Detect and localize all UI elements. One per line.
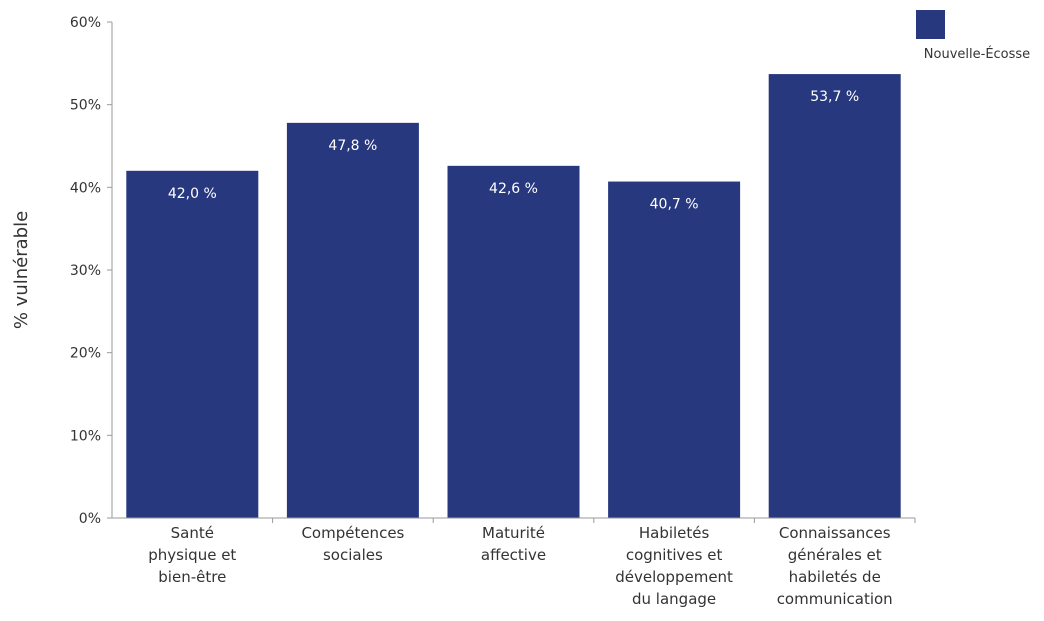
x-category-label-line: Santé	[171, 524, 214, 542]
legend-swatch	[916, 10, 945, 39]
x-category-label: Connaissances générales et habiletés de com…	[777, 524, 893, 608]
x-category-label-line: générales et	[788, 546, 882, 564]
y-tick-label: 40%	[70, 180, 101, 196]
x-category-label: Compétences sociales	[301, 524, 404, 564]
x-category-label: Santé physique et bien-être	[148, 524, 236, 586]
x-category-label-line: Connaissances	[779, 524, 891, 542]
y-tick-label: 50%	[70, 98, 101, 114]
legend: Nouvelle-Écosse	[916, 10, 1030, 62]
x-category-label-line: habiletés de	[789, 568, 881, 586]
x-category-label-line: Maturité	[482, 524, 545, 542]
x-category-label: Habiletés cognitives et développement du la…	[615, 524, 733, 608]
bar	[126, 170, 259, 519]
y-tick-label: 60%	[70, 15, 101, 31]
x-category-label-line: développement	[615, 568, 733, 586]
x-category-label-line: du langage	[632, 590, 716, 608]
y-axis-title-group: % vulnérable	[11, 211, 32, 329]
y-axis-ticks: 0% 10% 20% 30% 40% 50% 60%	[70, 15, 112, 527]
y-tick-label: 30%	[70, 263, 101, 279]
x-category-label-line: affective	[481, 546, 546, 564]
bar	[768, 74, 901, 518]
x-axis-labels: Santé physique et bien-être Compétences soci…	[148, 518, 916, 608]
x-category-label-line: cognitives et	[626, 546, 723, 564]
bar-value-label: 40,7 %	[650, 197, 699, 213]
x-category-label-line: Habiletés	[639, 524, 710, 542]
x-category-label-line: Compétences	[301, 524, 404, 542]
y-tick-label: 10%	[70, 428, 101, 444]
bar-value-label: 42,6 %	[489, 181, 538, 197]
x-category-label-line: physique et	[148, 546, 236, 564]
bar-value-label: 53,7 %	[810, 89, 859, 105]
y-tick-label: 20%	[70, 346, 101, 362]
y-tick-label: 0%	[79, 511, 101, 527]
bar	[447, 165, 580, 518]
y-axis-title: % vulnérable	[11, 211, 32, 329]
x-category-label-line: sociales	[323, 546, 383, 564]
bar-value-label: 42,0 %	[168, 186, 217, 202]
bar	[286, 122, 419, 518]
bars	[126, 74, 901, 519]
x-category-label-line: bien-être	[158, 568, 226, 586]
data-labels: 42,0 % 47,8 % 42,6 % 40,7 % 53,7 %	[168, 89, 859, 212]
x-category-label: Maturité affective	[481, 524, 546, 564]
bar	[608, 181, 741, 518]
bar-value-label: 47,8 %	[328, 138, 377, 154]
x-category-label-line: communication	[777, 590, 893, 608]
legend-label: Nouvelle-Écosse	[924, 46, 1030, 62]
